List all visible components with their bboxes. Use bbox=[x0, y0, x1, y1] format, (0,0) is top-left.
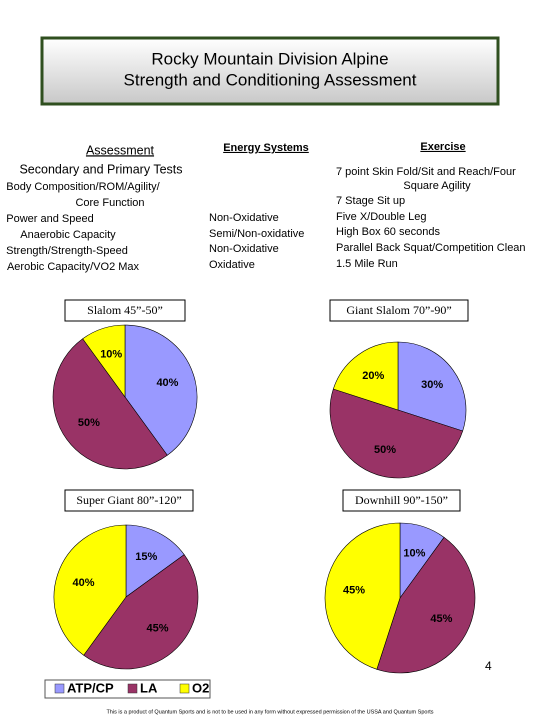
pie-slice bbox=[324, 522, 401, 670]
legend-swatch bbox=[179, 683, 190, 694]
pie-slice bbox=[52, 338, 168, 470]
test-item: Body Composition/ROM/Agility/ bbox=[6, 181, 160, 193]
pie-title-box bbox=[329, 299, 469, 322]
pie-title: Giant Slalom 70”-90” bbox=[346, 303, 451, 317]
exercise-item: Square Agility bbox=[403, 180, 471, 192]
slice-label: 10% bbox=[100, 348, 122, 360]
slice-label: 10% bbox=[403, 548, 425, 560]
pie-slice bbox=[83, 554, 199, 670]
header-box bbox=[40, 36, 500, 106]
pie-slice bbox=[332, 341, 399, 411]
slice-label: 40% bbox=[73, 577, 95, 589]
test-item: Anaerobic Capacity bbox=[20, 229, 116, 241]
legend-swatch bbox=[54, 683, 65, 694]
column-heading: Energy Systems bbox=[223, 142, 309, 154]
slice-label: 50% bbox=[78, 417, 100, 429]
exercise-item: High Box 60 seconds bbox=[336, 226, 440, 238]
legend-label: ATP/CP bbox=[67, 680, 114, 695]
title-line: Rocky Mountain Division Alpine bbox=[151, 49, 388, 68]
exercise-item: Parallel Back Squat/Competition Clean bbox=[336, 242, 526, 254]
exercise-item: 1.5 Mile Run bbox=[336, 258, 398, 270]
test-item: Core Function bbox=[75, 197, 144, 209]
pie-title: Super Giant 80”-120” bbox=[76, 493, 181, 507]
page-number: 4 bbox=[485, 659, 492, 673]
column-heading: Secondary and Primary Tests bbox=[19, 162, 182, 176]
legend-box bbox=[44, 679, 211, 699]
pie-slice bbox=[82, 324, 126, 398]
pie-slice bbox=[376, 536, 476, 674]
energy-item: Oxidative bbox=[209, 259, 255, 271]
slice-label: 45% bbox=[430, 613, 452, 625]
column-heading: Exercise bbox=[420, 141, 465, 153]
test-item: Strength/Strength-Speed bbox=[6, 245, 128, 257]
column-heading: Assessment bbox=[86, 143, 155, 157]
pie-slice bbox=[53, 524, 127, 656]
slice-label: 40% bbox=[156, 377, 178, 389]
test-item: Aerobic Capacity/VO2 Max bbox=[7, 261, 140, 273]
title-line: Strength and Conditioning Assessment bbox=[124, 70, 417, 89]
slice-label: 30% bbox=[421, 379, 443, 391]
pie-title-box bbox=[342, 489, 461, 512]
slice-label: 45% bbox=[147, 622, 169, 634]
exercise-item: Five X/Double Leg bbox=[336, 211, 427, 223]
energy-item: Semi/Non-oxidative bbox=[209, 228, 304, 240]
legend-swatch bbox=[127, 683, 138, 694]
slice-label: 50% bbox=[374, 444, 396, 456]
pie-title-box bbox=[64, 489, 194, 512]
legend-label: O2 bbox=[192, 680, 209, 695]
slice-label: 15% bbox=[135, 551, 157, 563]
pie-slice bbox=[125, 524, 185, 598]
exercise-item: 7 point Skin Fold/Sit and Reach/Four bbox=[336, 166, 516, 178]
pie-slice bbox=[329, 388, 464, 479]
energy-item: Non-Oxidative bbox=[209, 212, 279, 224]
pie-title: Downhill 90”-150” bbox=[355, 493, 448, 507]
energy-item: Non-Oxidative bbox=[209, 243, 279, 255]
test-item: Power and Speed bbox=[6, 213, 93, 225]
footer: This is a product of Quantum Sports and … bbox=[106, 709, 433, 715]
exercise-item: 7 Stage Sit up bbox=[336, 195, 405, 207]
pie-title: Slalom 45”-50” bbox=[87, 303, 163, 317]
pie-title-box bbox=[64, 299, 186, 322]
slice-label: 45% bbox=[343, 585, 365, 597]
pie-slice bbox=[397, 341, 467, 432]
slice-label: 20% bbox=[362, 370, 384, 382]
legend-label: LA bbox=[140, 680, 158, 695]
pie-slice bbox=[124, 324, 198, 456]
